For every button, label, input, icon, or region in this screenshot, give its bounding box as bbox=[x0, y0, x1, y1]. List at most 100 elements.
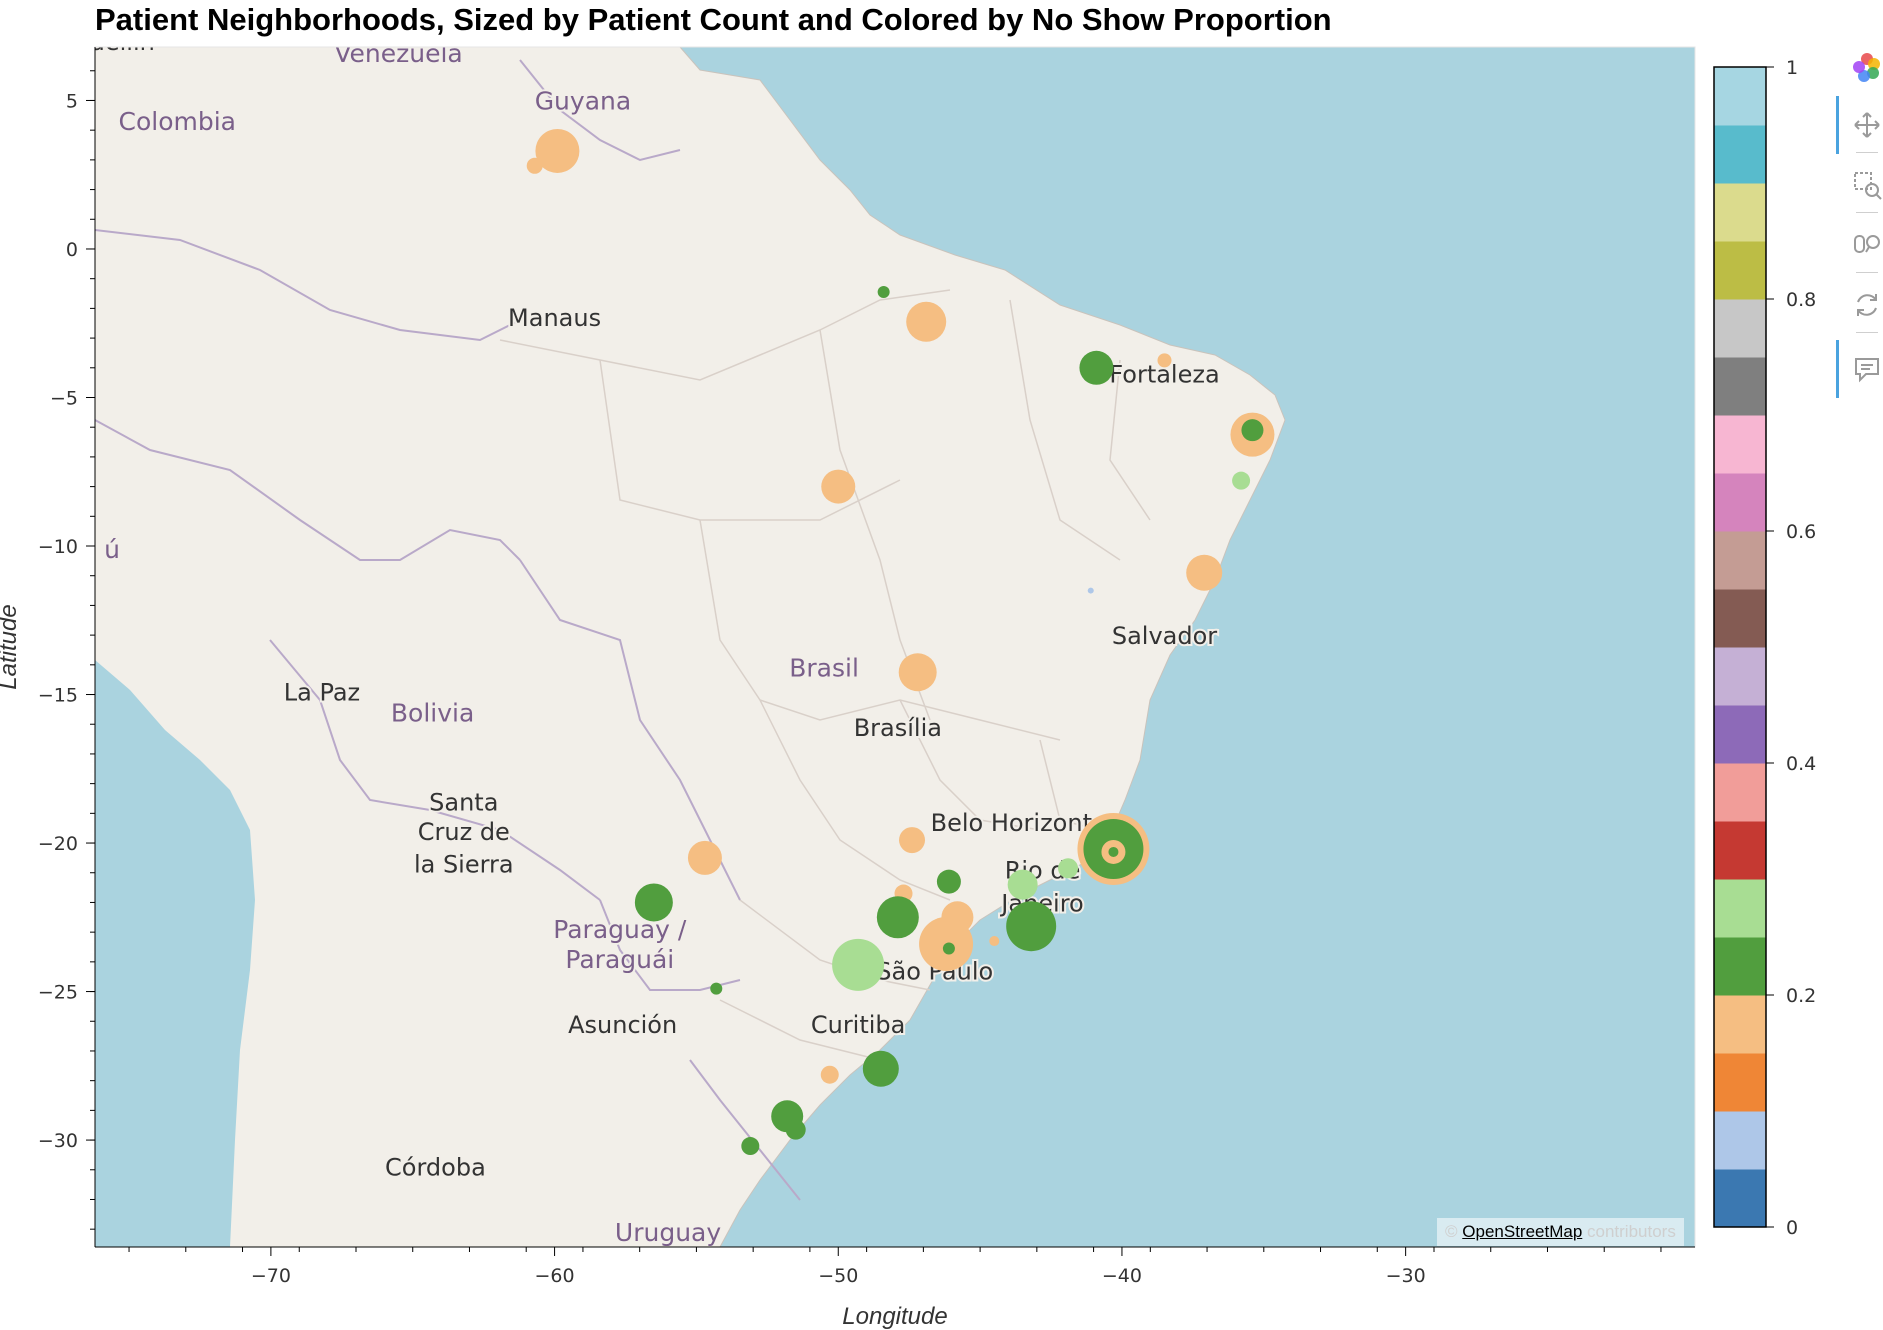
toolbar-separator bbox=[1856, 272, 1878, 273]
neighborhood-marker-21[interactable] bbox=[1007, 869, 1038, 900]
wheel-zoom-icon[interactable] bbox=[1850, 228, 1883, 262]
y-tick-label: −5 bbox=[50, 387, 78, 409]
y-axis-label: Latitude bbox=[0, 604, 22, 689]
color-bar-segment bbox=[1714, 357, 1766, 416]
plot-toolbar bbox=[1832, 40, 1883, 420]
toolbar-separator bbox=[1856, 212, 1878, 213]
map-label-venezuela: Venezuela bbox=[334, 39, 462, 68]
neighborhood-marker-34[interactable] bbox=[862, 1050, 899, 1087]
neighborhood-marker-30[interactable] bbox=[989, 936, 1000, 947]
map-frame[interactable]: VenezuelaColombiaGuyanaManausFortalezaSa… bbox=[75, 28, 1695, 1247]
x-tick-label: −60 bbox=[535, 1265, 575, 1287]
x-tick-label: −30 bbox=[1386, 1265, 1426, 1287]
map-label-brasilia: Brasília bbox=[854, 714, 942, 742]
color-bar-segment bbox=[1714, 125, 1766, 184]
neighborhood-marker-26[interactable] bbox=[876, 896, 919, 939]
neighborhood-marker-33[interactable] bbox=[820, 1065, 839, 1084]
map-label-santa-cruz-3: la Sierra bbox=[414, 851, 514, 879]
pan-icon[interactable] bbox=[1850, 108, 1883, 142]
map-label-paraguay: Paraguay / bbox=[553, 915, 687, 944]
y-tick-label: −10 bbox=[38, 536, 78, 558]
neighborhood-marker-15[interactable] bbox=[899, 827, 926, 854]
neighborhood-marker-6[interactable] bbox=[1157, 353, 1172, 368]
color-bar-segment bbox=[1714, 183, 1766, 242]
land-mass bbox=[95, 47, 1286, 1247]
map-label-manaus: Manaus bbox=[508, 304, 601, 332]
color-bar-segment bbox=[1714, 1111, 1766, 1170]
map-label-bolivia: Bolivia bbox=[391, 698, 474, 727]
map-label-guyana: Guyana bbox=[535, 86, 632, 115]
color-bar-segment bbox=[1714, 937, 1766, 996]
y-tick-label: −30 bbox=[38, 1130, 78, 1152]
pan-active-indicator bbox=[1836, 96, 1839, 154]
color-bar-tick-label: 0 bbox=[1786, 1217, 1798, 1239]
state-borders bbox=[499, 289, 1151, 1061]
color-bar-segment bbox=[1714, 763, 1766, 822]
neighborhood-marker-29[interactable] bbox=[942, 942, 955, 955]
neighborhood-marker-12[interactable] bbox=[1087, 587, 1094, 594]
axes: −70 −60 −50 −40 −30 5 0 −5 −10 −15 −20 −25 −30 bbox=[38, 47, 1695, 1287]
color-bar-tick-label: 0.4 bbox=[1786, 753, 1816, 775]
color-bar-tick-label: 0.2 bbox=[1786, 985, 1816, 1007]
map-label-belo-horizonte: Belo Horizont bbox=[931, 809, 1092, 837]
neighborhood-marker-2[interactable] bbox=[526, 157, 543, 174]
color-bar-segment bbox=[1714, 1053, 1766, 1112]
x-tick-label: −50 bbox=[818, 1265, 858, 1287]
patient-markers[interactable] bbox=[526, 128, 1275, 1156]
neighborhood-marker-10[interactable] bbox=[821, 469, 856, 504]
map-label-brasil: Brasil bbox=[789, 654, 859, 683]
color-bar-tick-label: 0.8 bbox=[1786, 289, 1816, 311]
color-bar-segment bbox=[1714, 241, 1766, 300]
neighborhood-marker-20[interactable] bbox=[1058, 858, 1079, 879]
y-tick-label: 0 bbox=[66, 239, 78, 261]
hover-icon[interactable] bbox=[1850, 352, 1883, 386]
map-label-colombia: Colombia bbox=[119, 107, 236, 136]
neighborhood-marker-14[interactable] bbox=[687, 840, 722, 875]
map-label-asuncion: Asunción bbox=[568, 1011, 677, 1039]
color-bar-segment bbox=[1714, 821, 1766, 880]
color-bar-segment bbox=[1714, 995, 1766, 1054]
neighborhood-marker-32[interactable] bbox=[710, 982, 723, 995]
neighborhood-marker-36[interactable] bbox=[785, 1119, 806, 1140]
y-tick-label: −15 bbox=[38, 685, 78, 707]
neighborhood-marker-9[interactable] bbox=[1232, 471, 1251, 490]
neighborhood-marker-22[interactable] bbox=[936, 869, 961, 894]
map-label-uruguay: Uruguay bbox=[615, 1218, 721, 1247]
neighborhood-marker-4[interactable] bbox=[906, 301, 947, 342]
map-label-cordoba: Córdoba bbox=[385, 1154, 486, 1182]
neighborhood-marker-8[interactable] bbox=[1241, 419, 1264, 442]
neighborhood-marker-3[interactable] bbox=[877, 286, 890, 299]
map-label-santa-cruz: Santa bbox=[429, 788, 498, 816]
attribution-suffix: contributors bbox=[1587, 1222, 1676, 1241]
color-bar: 0 0.2 0.4 0.6 0.8 1 bbox=[1713, 57, 1816, 1239]
neighborhood-marker-31[interactable] bbox=[832, 938, 885, 991]
map-label-santa-cruz-2: Cruz de bbox=[418, 818, 510, 846]
color-bar-segment bbox=[1714, 879, 1766, 938]
map-attribution: © OpenStreetMap contributors bbox=[1437, 1218, 1684, 1246]
neighborhood-marker-28[interactable] bbox=[1006, 901, 1057, 952]
color-bar-segment bbox=[1714, 1169, 1766, 1228]
neighborhood-marker-19[interactable] bbox=[1108, 846, 1119, 857]
color-bar-segment bbox=[1714, 531, 1766, 590]
x-axis-label: Longitude bbox=[842, 1303, 947, 1330]
x-tick-label: −70 bbox=[251, 1265, 291, 1287]
map-label-la-paz: La Paz bbox=[284, 678, 360, 706]
map-label-medellin-fragment: edellín bbox=[75, 28, 155, 56]
neighborhood-marker-1[interactable] bbox=[535, 128, 580, 173]
openstreetmap-link[interactable]: OpenStreetMap bbox=[1462, 1222, 1583, 1241]
color-bar-segment bbox=[1714, 473, 1766, 532]
y-tick-label: −25 bbox=[38, 982, 78, 1004]
neighborhood-marker-11[interactable] bbox=[1186, 554, 1223, 591]
y-tick-label: 5 bbox=[66, 90, 78, 112]
box-zoom-icon[interactable] bbox=[1850, 168, 1883, 202]
neighborhood-marker-5[interactable] bbox=[1079, 350, 1114, 385]
neighborhood-marker-13[interactable] bbox=[898, 653, 937, 692]
bokeh-logo-icon[interactable] bbox=[1850, 50, 1883, 84]
chart-title: Patient Neighborhoods, Sized by Patient … bbox=[95, 2, 1332, 37]
toolbar-separator bbox=[1856, 152, 1878, 153]
neighborhood-marker-24[interactable] bbox=[634, 883, 673, 922]
neighborhood-marker-37[interactable] bbox=[741, 1137, 760, 1156]
color-bar-segment bbox=[1714, 589, 1766, 648]
reset-icon[interactable] bbox=[1850, 288, 1883, 322]
